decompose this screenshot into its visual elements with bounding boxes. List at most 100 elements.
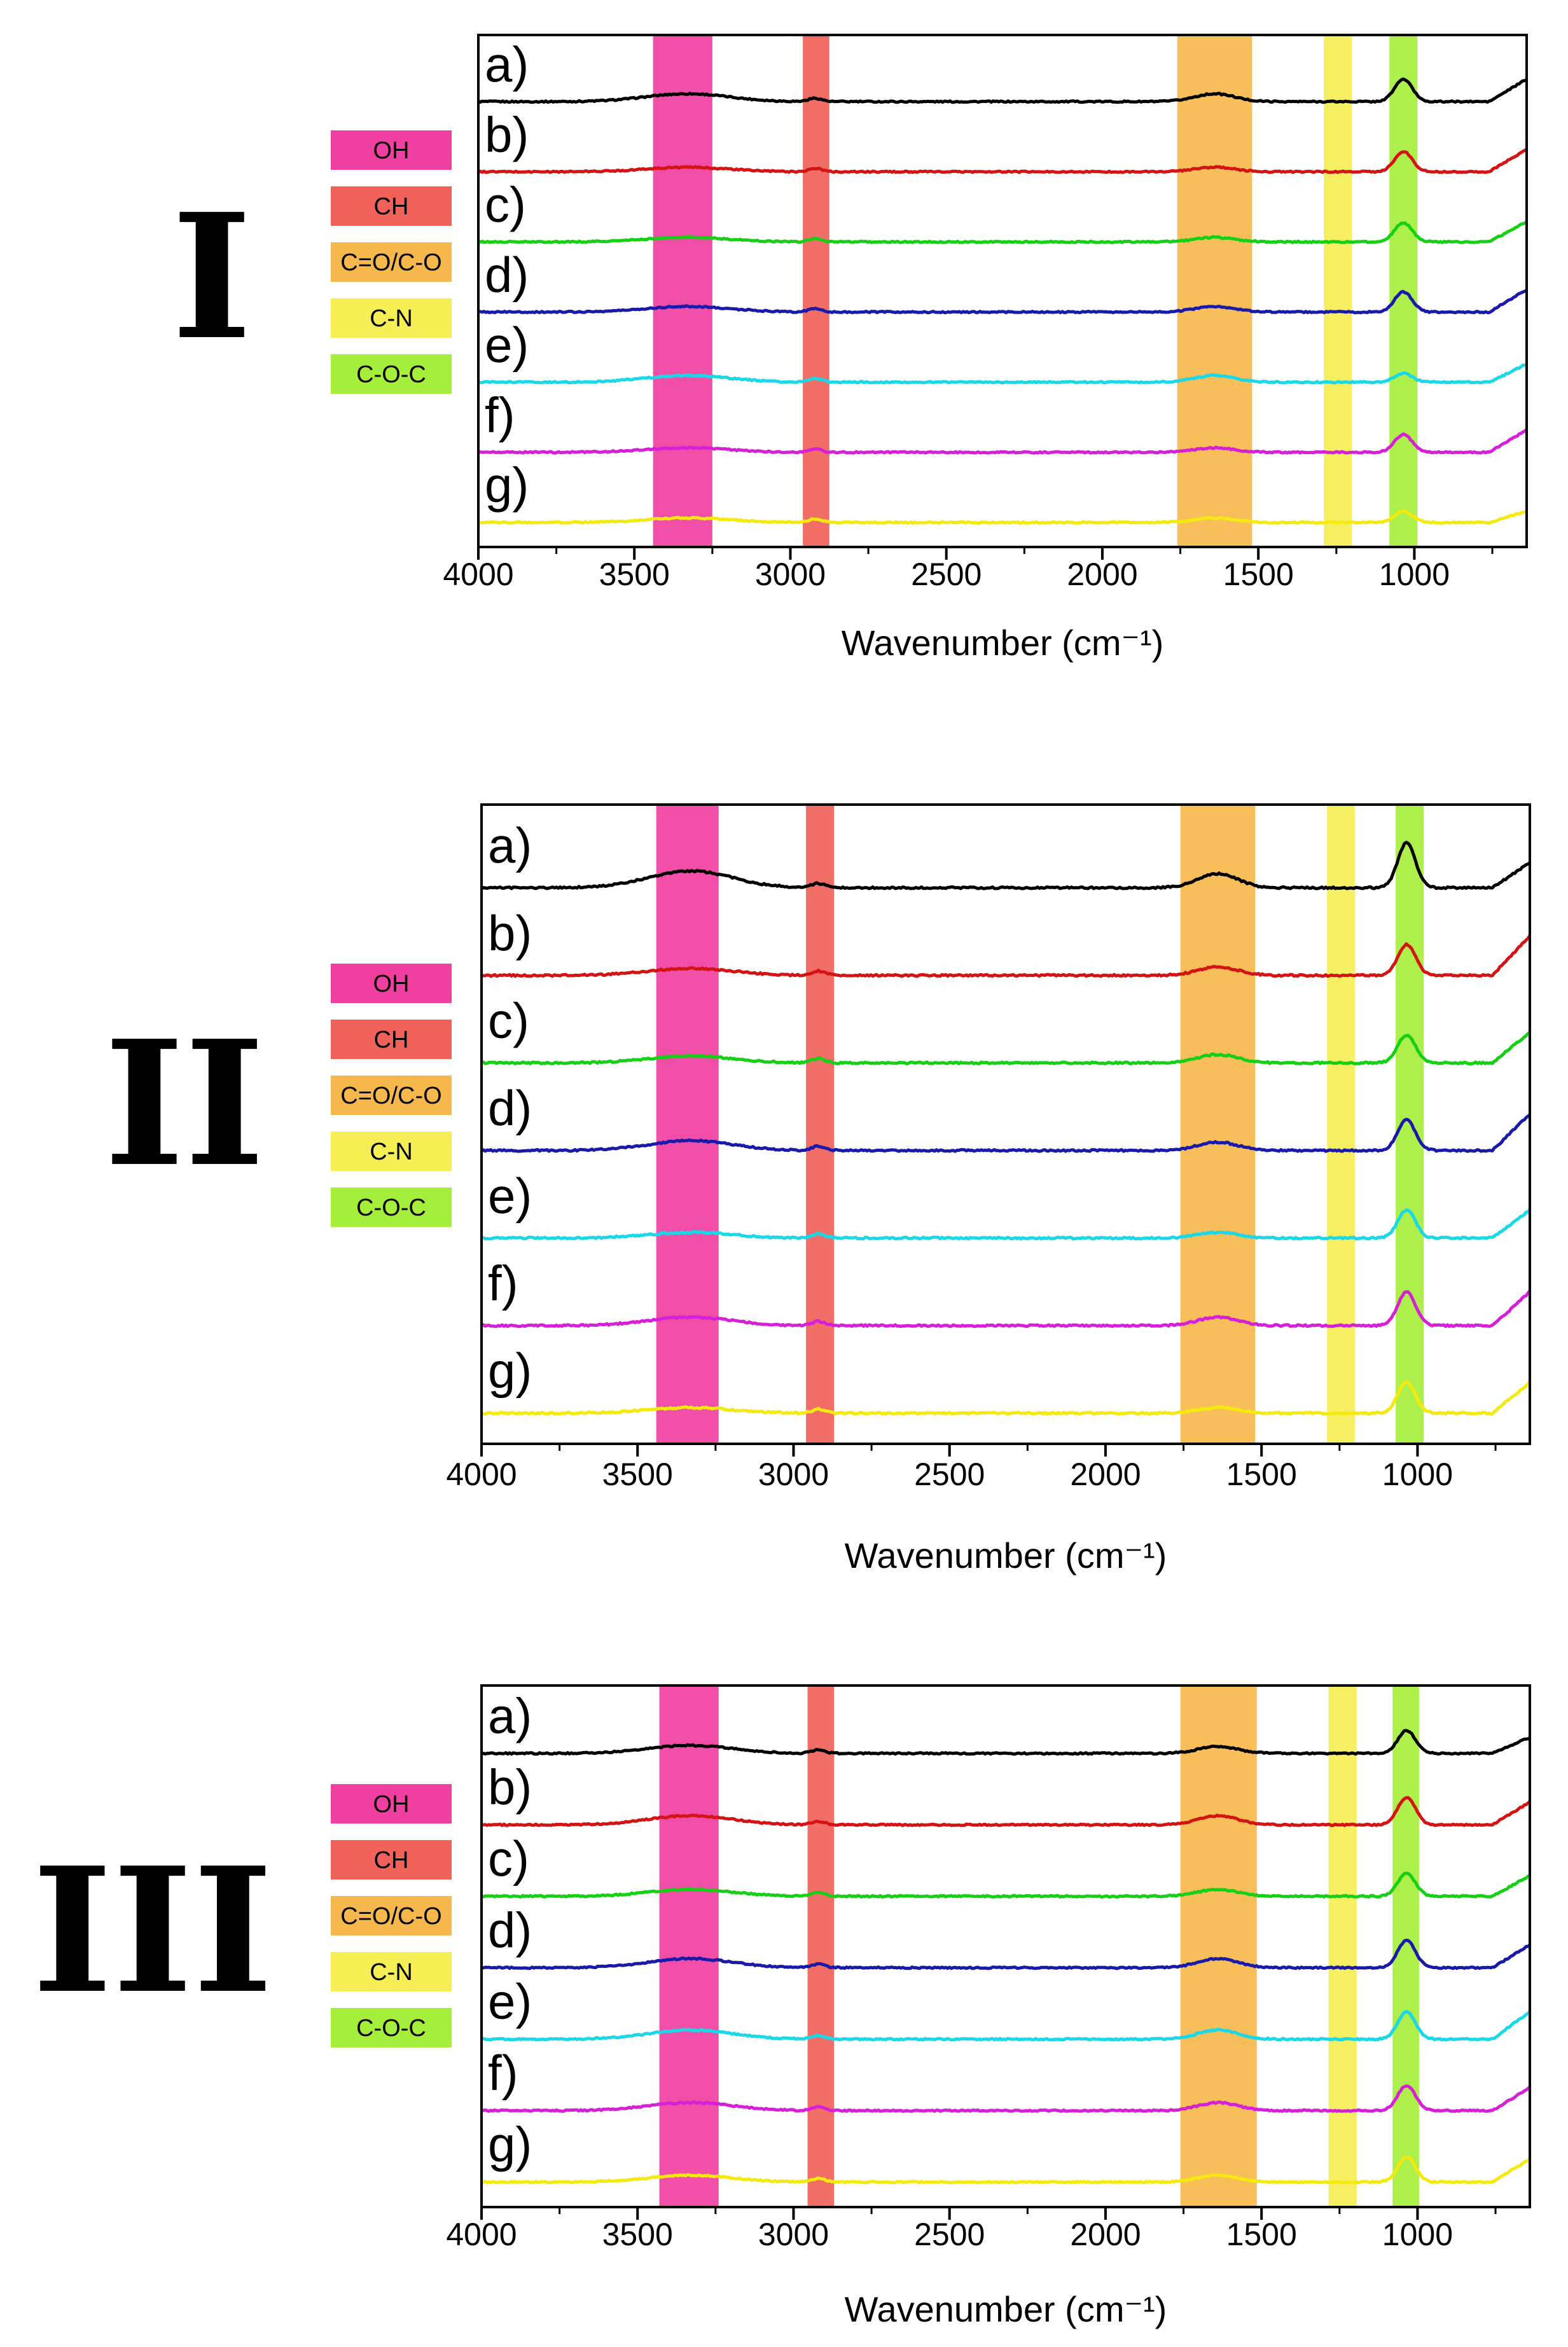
curve-label: a): [488, 1687, 532, 1743]
band-c-n: [1327, 806, 1356, 1443]
x-tick-label: 1500: [1226, 2217, 1297, 2252]
ftir-panel-2: a) b) c) d) e) f) g) 4000 3500 3000 2500 2000 1500 10…: [104, 803, 1532, 1575]
band-ch: [807, 1687, 835, 2206]
curve-label: c): [488, 1831, 529, 1887]
x-tick-label: 4000: [443, 557, 513, 592]
curve-label: f): [488, 1255, 518, 1311]
legend-label: CH: [374, 1027, 409, 1053]
x-tick-label: 1000: [1379, 557, 1450, 592]
band-c-o-c-o: [1180, 1687, 1257, 2206]
legend-swatch: [331, 298, 452, 338]
spectrum-line-a: [481, 1729, 1531, 1756]
spectrum-line-c: [481, 1871, 1530, 1899]
legend-label: C-O-C: [356, 361, 426, 388]
curve-label: g): [485, 457, 529, 513]
legend-swatch: [331, 1132, 452, 1171]
spectrum-line-g: [481, 2156, 1531, 2185]
ftir-panel-3: a) b) c) d) e) f) g) 4000 3500 3000 2500 2000 1500 10…: [32, 1684, 1531, 2329]
band-c-o-c-o: [1177, 36, 1252, 546]
legend-label: OH: [373, 971, 410, 997]
curve-label: f): [488, 2045, 518, 2101]
plot-frame: [480, 1684, 1531, 2208]
legend-swatch: [331, 1896, 452, 1935]
x-axis-label: Wavenumber (cm⁻¹): [845, 2289, 1167, 2329]
legend-label: C-O-C: [356, 2015, 426, 2042]
curve-label: d): [485, 247, 529, 303]
x-tick-label: 1500: [1223, 557, 1294, 592]
legend-label: C-N: [370, 1959, 413, 1986]
x-tick-label: 2500: [911, 557, 982, 592]
spectrum-line-a: [480, 840, 1531, 890]
panel-label: I: [172, 176, 252, 378]
spectrum-line-d: [478, 289, 1528, 315]
ftir-panel-1: a) b) c) d) e) f) g) 4000 3500 3000 2500 2000 1500 10…: [172, 34, 1528, 663]
x-tick-label: 2000: [1067, 557, 1137, 592]
curve-label: e): [488, 1974, 532, 2030]
legend-swatch: [331, 1187, 452, 1227]
x-axis-label: Wavenumber (cm⁻¹): [845, 1535, 1167, 1575]
spectrum-line-g: [478, 509, 1528, 525]
panel-label: II: [104, 1002, 265, 1205]
curve-label: e): [485, 317, 529, 373]
x-tick-label: 1000: [1382, 1457, 1453, 1492]
legend-swatch: [331, 186, 452, 226]
spectrum-line-g: [481, 1380, 1531, 1416]
x-tick-label: 2000: [1070, 2217, 1141, 2252]
legend-label: OH: [373, 137, 410, 164]
x-tick-label: 1000: [1382, 2217, 1453, 2252]
spectrum-line-e: [478, 363, 1527, 385]
band-c-o-c-o: [1180, 806, 1256, 1443]
spectrum-line-b: [477, 148, 1528, 174]
curve-label: d): [488, 1902, 532, 1958]
x-tick-label: 1500: [1226, 1457, 1297, 1492]
x-tick-label: 4000: [446, 1457, 517, 1492]
legend-label: C-O-C: [356, 1194, 426, 1221]
legend-swatch: [331, 964, 452, 1003]
panel-label: III: [32, 1829, 274, 2032]
spectrum-line-f: [481, 2084, 1531, 2113]
x-tick-label: 4000: [446, 2217, 517, 2252]
x-tick-label: 3500: [602, 1457, 673, 1492]
band-oh: [656, 806, 719, 1443]
spectrum-line-e: [481, 1208, 1532, 1241]
band-c-o-c: [1396, 806, 1424, 1443]
legend-label: CH: [374, 1847, 409, 1874]
band-c-o-c: [1392, 1687, 1419, 2206]
legend-swatch: [331, 1784, 452, 1824]
x-tick-label: 2500: [914, 2217, 985, 2252]
band-ch: [806, 806, 835, 1443]
curve-label: g): [488, 1343, 532, 1399]
legend-swatch: [331, 2008, 452, 2047]
curve-label: a): [485, 36, 529, 92]
band-c-n: [1328, 1687, 1357, 2206]
legend-label: C-N: [370, 305, 413, 332]
x-tick-label: 3000: [758, 2217, 829, 2252]
curve-label: g): [488, 2116, 532, 2172]
band-oh: [653, 36, 712, 546]
curve-label: f): [485, 387, 515, 443]
band-ch: [803, 36, 829, 546]
x-tick-label: 3500: [599, 557, 670, 592]
x-tick-label: 2500: [914, 1457, 985, 1492]
curve-label: e): [488, 1168, 532, 1224]
legend-swatch: [331, 242, 452, 282]
legend-swatch: [331, 1840, 452, 1880]
plot-frame: [477, 34, 1528, 548]
curve-label: b): [485, 106, 529, 162]
legend-label: C-N: [370, 1139, 413, 1165]
x-axis-label: Wavenumber (cm⁻¹): [842, 623, 1164, 663]
legend-label: OH: [373, 1791, 410, 1818]
curve-label: b): [488, 905, 532, 961]
legend-swatch: [331, 1076, 452, 1115]
legend-swatch: [331, 130, 452, 170]
spectrum-line-d: [480, 1113, 1531, 1153]
legend-label: CH: [374, 193, 409, 220]
curve-label: c): [485, 177, 526, 233]
spectrum-line-b: [481, 934, 1532, 978]
spectrum-line-e: [481, 2009, 1531, 2042]
curve-label: a): [488, 817, 532, 873]
curve-label: b): [488, 1759, 532, 1815]
spectrum-line-c: [480, 1031, 1531, 1065]
curve-label: d): [488, 1080, 532, 1136]
